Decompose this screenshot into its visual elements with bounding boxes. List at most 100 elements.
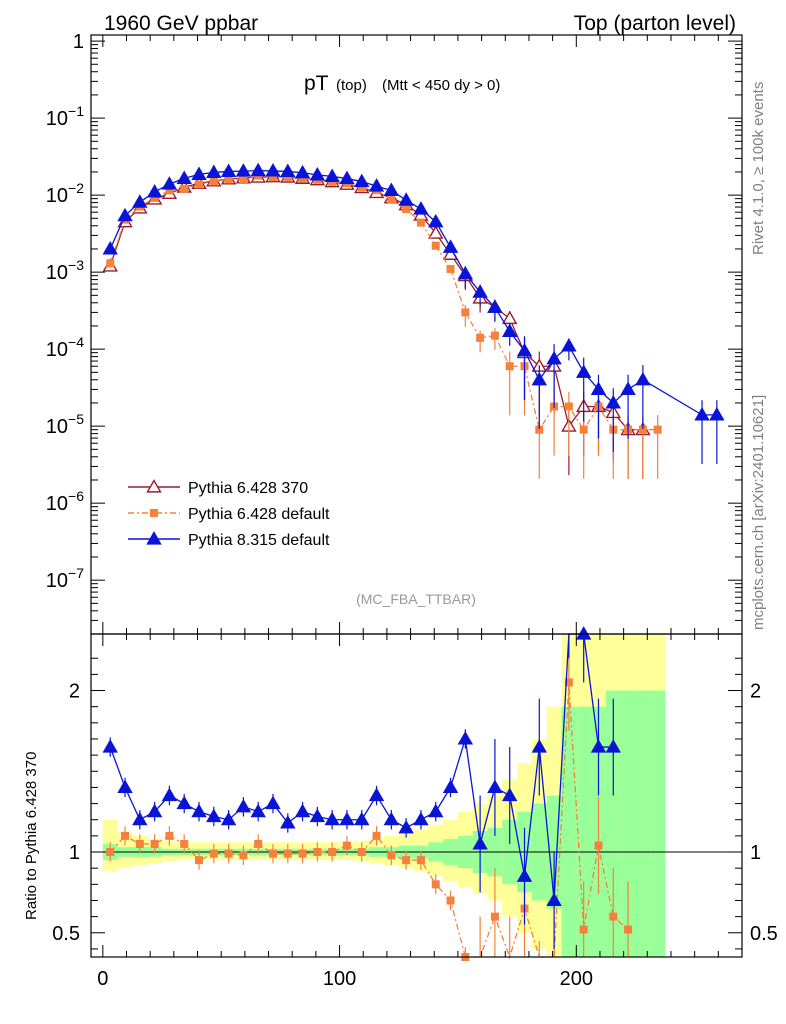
- data-point: [250, 162, 266, 177]
- legend-marker: [146, 531, 162, 545]
- data-point: [150, 193, 159, 202]
- ratio-point: [146, 803, 163, 818]
- data-point: [195, 180, 204, 189]
- data-point: [490, 331, 499, 340]
- ratio-point: [428, 803, 444, 818]
- data-point: [487, 299, 503, 313]
- plot-axes: 0 100 200 1 10−1 10−2 10−3 10−4 10−5 10−6 10−7 0.5 0…: [46, 31, 778, 990]
- data-point: [298, 174, 307, 183]
- ratio-point: [472, 836, 488, 850]
- data-point: [620, 381, 636, 395]
- data-point: [442, 239, 459, 253]
- legend-label: Pythia 6.428 370: [188, 480, 308, 497]
- ratio-point: [624, 925, 633, 934]
- data-point: [472, 284, 488, 298]
- y-tick-label: 10−4: [46, 334, 84, 361]
- legend-label: Pythia 8.315 default: [188, 532, 330, 549]
- data-point: [368, 178, 385, 192]
- ratio-point: [446, 896, 455, 905]
- ratio-point: [431, 880, 440, 889]
- data-point: [357, 183, 366, 192]
- ratio-point: [250, 803, 266, 818]
- ratio-point: [150, 839, 159, 848]
- data-point: [428, 213, 444, 228]
- ratio-point: [368, 787, 385, 802]
- y-tick-label: 10−5: [46, 411, 84, 438]
- ratio-point: [442, 779, 459, 793]
- y-tick-label: 10−2: [46, 180, 84, 207]
- main-plot-series: [102, 162, 725, 479]
- ratio-point: [516, 868, 533, 882]
- ratio-point: [502, 787, 518, 802]
- data-point: [575, 364, 592, 378]
- data-point: [339, 170, 355, 185]
- data-point: [294, 164, 311, 179]
- data-point: [461, 308, 470, 317]
- data-point: [476, 333, 485, 342]
- ratio-point: [283, 849, 292, 858]
- data-point: [653, 425, 662, 434]
- ratio-point: [294, 803, 311, 818]
- ratio-y-tick-label-right: 0.5: [750, 923, 778, 945]
- ratio-uncertainty-bands: [102, 634, 666, 957]
- data-point: [398, 192, 414, 206]
- ratio-point: [609, 912, 618, 921]
- data-point: [428, 225, 444, 239]
- ratio-point: [354, 811, 370, 826]
- ratio-point: [339, 811, 355, 826]
- ratio-point: [132, 811, 148, 826]
- ratio-point: [220, 811, 237, 826]
- data-point: [206, 164, 222, 179]
- ratio-point: [457, 731, 474, 745]
- ratio-point: [416, 856, 425, 865]
- ratio-point: [176, 795, 192, 810]
- ratio-point: [102, 739, 118, 753]
- legend-label: Pythia 6.428 default: [188, 506, 330, 523]
- band-inner-bin: [576, 706, 592, 957]
- ratio-point: [121, 831, 130, 840]
- data-point: [224, 175, 233, 184]
- data-point: [220, 163, 237, 178]
- data-point: [638, 425, 647, 434]
- plot-title-sub: (top): [336, 77, 367, 94]
- data-point: [283, 173, 292, 182]
- header-collider: 1960 GeV ppbar: [104, 12, 258, 35]
- data-point: [505, 362, 514, 371]
- ratio-point: [605, 739, 621, 753]
- ratio-point: [106, 848, 115, 857]
- ratio-point: [372, 831, 381, 840]
- y-tick-label: 10−1: [46, 103, 84, 130]
- data-point: [106, 259, 115, 268]
- data-point: [561, 338, 577, 352]
- ratio-point: [268, 849, 277, 858]
- ratio-y-tick-label-right: 1: [750, 842, 761, 864]
- data-point: [387, 195, 396, 204]
- ratio-point: [398, 819, 414, 834]
- data-point: [531, 371, 548, 386]
- ratio-y-tick-label: 0.5: [52, 923, 80, 945]
- data-point: [413, 201, 429, 215]
- data-point: [535, 425, 544, 434]
- data-point: [102, 241, 118, 255]
- ratio-point: [575, 626, 592, 640]
- ratio-point: [224, 849, 233, 858]
- ratio-point: [239, 851, 248, 860]
- ratio-point: [328, 848, 337, 857]
- data-point: [431, 241, 440, 250]
- data-point: [265, 163, 281, 177]
- ratio-point: [235, 798, 252, 813]
- data-point: [165, 186, 174, 195]
- ratio-point: [357, 848, 366, 857]
- ratio-y-tick-label: 1: [69, 842, 80, 864]
- ratio-point: [531, 739, 548, 753]
- data-point: [446, 264, 455, 273]
- ratio-point: [313, 848, 322, 857]
- ratio-point: [590, 739, 607, 753]
- ratio-point: [298, 849, 307, 858]
- ratio-point: [579, 925, 588, 934]
- ratio-point: [135, 839, 144, 848]
- ratio-point: [280, 815, 296, 829]
- data-point: [546, 350, 562, 365]
- ratio-ylabel: Ratio to Pythia 6.428 370: [23, 752, 40, 920]
- ratio-point: [564, 678, 573, 687]
